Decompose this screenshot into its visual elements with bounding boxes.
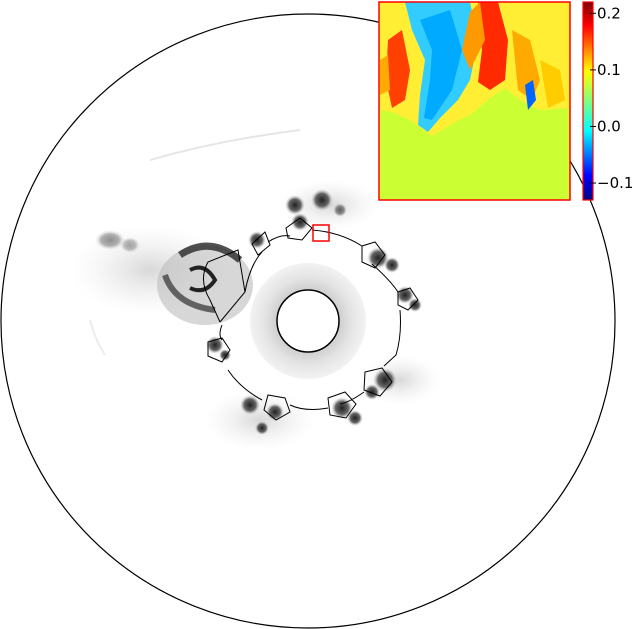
colorbar-tick-label: 0.0 [597,117,621,135]
inset-border [378,1,571,201]
colorbar-tick-label: 0.2 [597,4,621,22]
inset-panel [379,2,570,200]
inner-hole-circle [276,289,340,353]
colorbar-tick-label: −0.1 [597,174,633,192]
vortex-clusters [95,189,422,435]
zoom-region-box [312,224,330,242]
colorbar-tick-label: 0.1 [597,61,621,79]
interface-contour [203,217,419,421]
outer-boundary-circle [0,13,616,629]
colorbar: 0.2 0.1 0.0 −0.1 [582,1,633,201]
colorbar-gradient [582,1,594,201]
colorbar-ticks: 0.2 0.1 0.0 −0.1 [590,4,633,192]
